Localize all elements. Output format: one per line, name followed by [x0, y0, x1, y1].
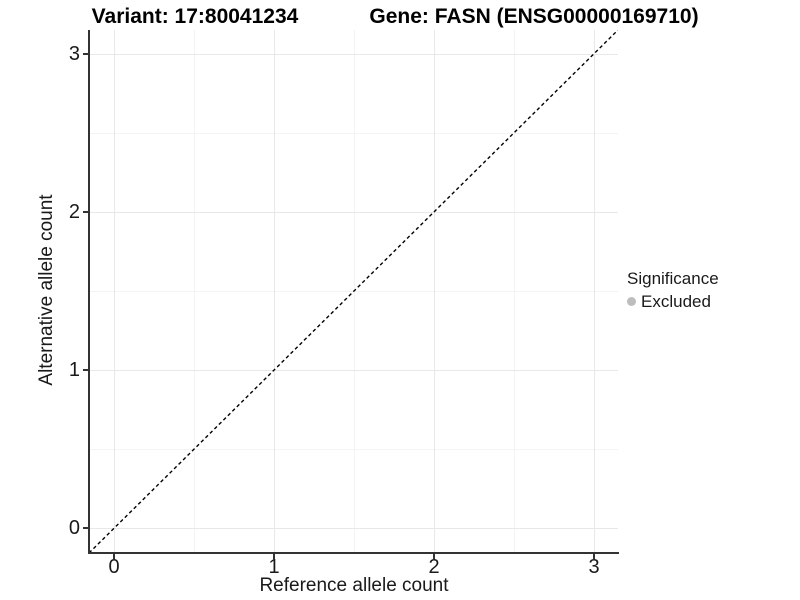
x-tick: [273, 554, 275, 559]
gridline-minor-h: [89, 133, 618, 134]
x-tick: [593, 554, 595, 559]
x-axis-line: [88, 552, 619, 554]
y-tick-label: 2: [68, 201, 80, 223]
y-tick: [83, 527, 88, 529]
legend-item-excluded: Excluded: [627, 292, 719, 311]
y-tick-label: 3: [68, 43, 80, 65]
y-tick: [83, 369, 88, 371]
gridline-major-v: [594, 30, 595, 553]
x-tick-label: 3: [588, 556, 600, 578]
variant-title: Variant: 17:80041234: [91, 5, 299, 28]
gridline-major-v: [274, 30, 275, 553]
identity-line: [89, 30, 618, 553]
legend-title: Significance: [627, 269, 719, 288]
legend-item-label: Excluded: [641, 292, 711, 311]
gridline-major-v: [434, 30, 435, 553]
gridline-major-h: [89, 528, 618, 529]
gridline-major-h: [89, 370, 618, 371]
gridline-minor-h: [89, 449, 618, 450]
x-tick-label: 1: [268, 556, 280, 578]
y-tick: [83, 53, 88, 55]
gridline-major-h: [89, 54, 618, 55]
x-tick-label: 2: [428, 556, 440, 578]
x-axis-title: Reference allele count: [259, 575, 449, 596]
gene-title: Gene: FASN (ENSG00000169710): [369, 5, 699, 28]
gridline-major-h: [89, 212, 618, 213]
y-tick-label: 0: [68, 517, 80, 539]
x-tick: [433, 554, 435, 559]
y-axis-title: Alternative allele count: [36, 194, 57, 386]
y-axis-line: [88, 30, 90, 554]
identity-line-layer: [89, 30, 618, 553]
x-tick: [113, 554, 115, 559]
gridline-major-v: [114, 30, 115, 553]
plot-panel: [89, 30, 618, 553]
y-tick-label: 1: [68, 359, 80, 381]
excluded-point-icon: [627, 297, 636, 306]
legend: Significance Excluded: [627, 269, 719, 311]
x-tick-label: 0: [108, 556, 120, 578]
y-tick: [83, 211, 88, 213]
